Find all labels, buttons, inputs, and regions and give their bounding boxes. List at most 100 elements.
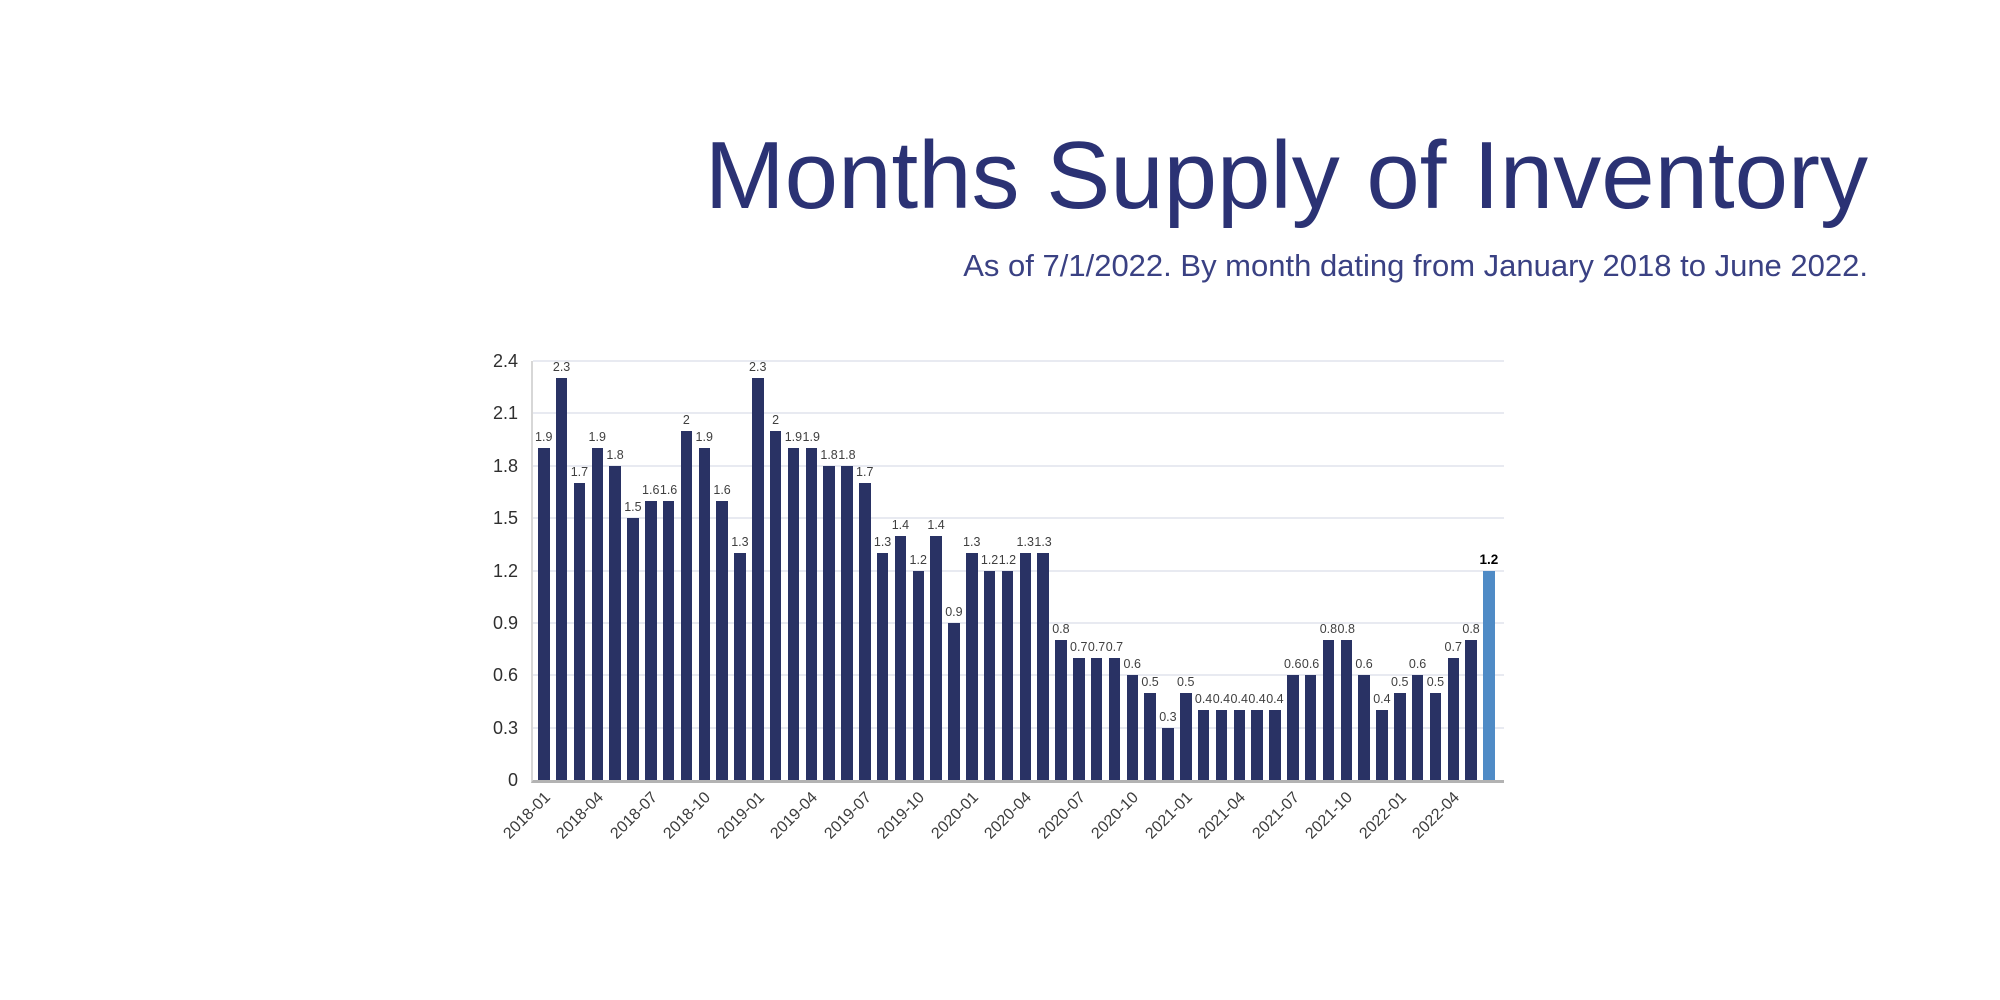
bar-value-label: 0.6: [1284, 657, 1302, 672]
chart-subtitle: As of 7/1/2022. By month dating from Jan…: [963, 248, 1868, 283]
bar: [1411, 675, 1424, 780]
bar-value-label: 1.6: [642, 482, 660, 497]
bar-value-label: 1.2: [909, 552, 927, 567]
y-tick-label: 2.4: [492, 351, 518, 371]
plot-area: 1.9 2.3 1.7 1.9 1.8 1.5 1.6 1.6 2 1.9 1.6 1.3 2.3 2 1.…: [531, 360, 1504, 783]
bar: [859, 483, 871, 780]
bar: [1394, 692, 1406, 780]
bar: [1269, 710, 1281, 780]
bar-value-label: 0.6: [1408, 657, 1427, 672]
bar: [966, 553, 978, 780]
bar: [609, 465, 621, 780]
bar: [1197, 710, 1210, 780]
bar: [894, 535, 907, 780]
bar-value-label: 0.8: [1462, 622, 1480, 637]
bar-value-label: 0.9: [945, 604, 963, 619]
bar: [876, 553, 889, 780]
bar: [1251, 710, 1263, 780]
gridline: [533, 360, 1504, 362]
bar-value-label: 2: [772, 412, 780, 427]
bar-value-label: 0.5: [1391, 674, 1409, 689]
bar-value-label: 1.9: [695, 430, 713, 445]
bar-value-label: 0.5: [1426, 674, 1445, 689]
bar-value-label: 1.6: [659, 482, 678, 497]
y-tick-label: 1.2: [492, 560, 518, 581]
bar-value-label: 1.4: [927, 517, 945, 532]
y-tick-label: 0.6: [492, 665, 518, 686]
bar-value-label: 1.7: [570, 465, 589, 480]
bar-value-label: 1.3: [731, 535, 749, 550]
bar-value-label: 0.8: [1319, 622, 1338, 637]
bar-value-label: 0.3: [1159, 709, 1177, 724]
bar: [1215, 710, 1228, 780]
bar-value-label: 0.4: [1248, 692, 1266, 707]
bar-value-label: 2.3: [552, 360, 571, 375]
bar-value-label: 0.8: [1052, 622, 1070, 637]
bar: [1180, 692, 1192, 780]
bar: [1304, 675, 1317, 780]
gridline: [533, 726, 1504, 729]
bar-value-label: 1.3: [963, 535, 981, 550]
bar: [1358, 675, 1370, 780]
bar: [841, 465, 853, 780]
bar: [627, 518, 639, 780]
bar: [573, 483, 586, 780]
bar: [930, 535, 942, 780]
bar: [1447, 657, 1459, 780]
bar: [752, 378, 764, 780]
x-tick-label: 2022-04: [1410, 789, 1510, 843]
bar-value-label: 1.9: [588, 430, 606, 445]
bar-value-label: 0.6: [1123, 657, 1141, 672]
bar-value-label: 1.3: [873, 535, 892, 550]
bar: [1287, 675, 1299, 780]
bar: [1037, 553, 1049, 780]
gridline: [533, 517, 1504, 520]
bar: [823, 465, 835, 780]
bar: [698, 448, 710, 780]
gridline: [533, 412, 1504, 415]
chart-title: Months Supply of Inventory: [704, 122, 1868, 229]
gridline: [533, 569, 1504, 572]
bar: [716, 500, 728, 780]
y-tick-label: 1.8: [492, 455, 518, 476]
bar: [1162, 727, 1174, 780]
y-tick-label: 0.3: [492, 717, 518, 738]
bar-value-label: 0.4: [1212, 692, 1231, 707]
bar-value-label: 1.5: [624, 500, 642, 515]
bar-value-label: 0.6: [1301, 657, 1320, 672]
bar: [769, 430, 782, 780]
bar-value-label: 1.3: [1034, 535, 1052, 550]
y-tick-label: 0.9: [492, 612, 518, 633]
bar: [1322, 640, 1335, 780]
bar: [555, 378, 568, 780]
chart-header: Months Supply of Inventory As of 7/1/202…: [705, 128, 1868, 284]
bar: [1144, 692, 1156, 780]
bar-value-label: 1.7: [856, 465, 874, 480]
bar: [1019, 553, 1031, 780]
bar: [1465, 640, 1477, 780]
gridline: [533, 621, 1504, 624]
bar-value-label: 2.3: [749, 360, 767, 375]
bar: [787, 448, 800, 780]
bar-value-label: 1.3: [1016, 535, 1034, 550]
bar-value-label: 1.2: [998, 552, 1017, 567]
y-tick-label: 0: [507, 770, 518, 790]
y-tick-label: 2.1: [492, 403, 518, 424]
bar: [662, 500, 675, 780]
bar-value-label: 1.8: [606, 447, 624, 462]
bar: [912, 570, 924, 780]
bar-value-label: 1.9: [784, 430, 803, 445]
bar-value-label: 1.2: [980, 552, 999, 567]
bar-value-label: 1.9: [802, 430, 820, 445]
bar: [948, 622, 960, 780]
bar: [805, 448, 817, 780]
bar: [1126, 675, 1138, 780]
bar: [1483, 570, 1495, 780]
bar-value-label: 1.8: [838, 447, 856, 462]
y-tick-label: 1.5: [492, 508, 518, 529]
bar-value-label: 0.4: [1230, 692, 1248, 707]
bar: [1001, 570, 1014, 780]
bar-value-label: 1.6: [713, 482, 731, 497]
gridline: [533, 674, 1504, 677]
bar-value-label: 0.4: [1194, 692, 1213, 707]
